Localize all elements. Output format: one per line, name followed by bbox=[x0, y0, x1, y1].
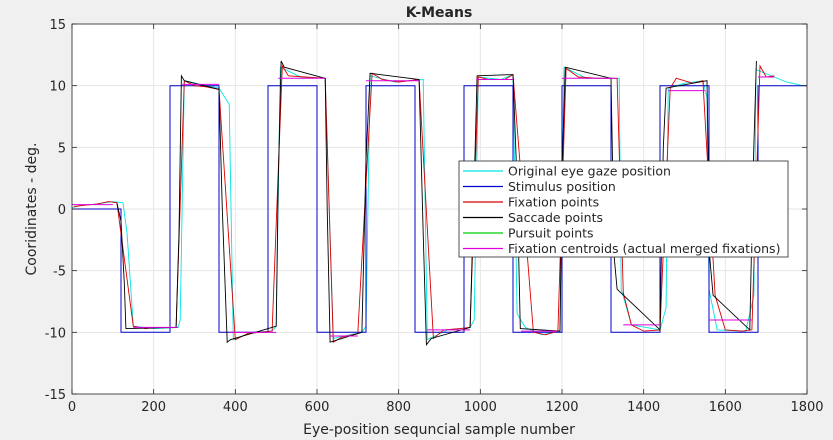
legend-entry-4: Pursuit points bbox=[508, 226, 594, 241]
y-tick-label: 0 bbox=[58, 203, 66, 218]
y-tick-label: 5 bbox=[58, 141, 66, 156]
x-tick-label: 0 bbox=[68, 400, 76, 415]
x-axis-label: Eye-position sequncial sample number bbox=[303, 422, 575, 438]
y-tick-label: -5 bbox=[53, 265, 66, 280]
y-tick-label: -10 bbox=[45, 326, 66, 341]
legend-entry-3: Saccade points bbox=[508, 210, 603, 225]
x-tick-label: 1400 bbox=[627, 400, 660, 415]
tick-layer: 0 200 400 600 800 1000 1200 1400 1600 1800 -15 -10 -… bbox=[45, 18, 824, 415]
series-line-3 bbox=[116, 60, 757, 346]
y-tick-label: -15 bbox=[45, 388, 66, 403]
x-tick-label: 200 bbox=[141, 400, 166, 415]
x-tick-label: 800 bbox=[386, 400, 411, 415]
y-axis-label: Cooridinates - deg. bbox=[24, 143, 40, 276]
y-tick-label: 15 bbox=[49, 18, 66, 33]
legend-entry-2: Fixation points bbox=[508, 195, 599, 210]
legend-entry-0: Original eye gaze position bbox=[508, 164, 671, 179]
legend-entry-1: Stimulus position bbox=[508, 179, 616, 194]
legend-entry-5: Fixation centroids (actual merged fixati… bbox=[508, 241, 780, 256]
series-line-2 bbox=[73, 64, 775, 343]
series-line-1 bbox=[72, 85, 807, 333]
legend-box bbox=[458, 160, 789, 258]
x-tick-label: 1600 bbox=[709, 400, 742, 415]
x-tick-label: 600 bbox=[305, 400, 330, 415]
series-layer bbox=[71, 60, 807, 346]
x-tick-label: 400 bbox=[223, 400, 248, 415]
x-tick-label: 1800 bbox=[790, 400, 823, 415]
chart-title: K-Means bbox=[406, 5, 473, 21]
x-tick-label: 1200 bbox=[545, 400, 578, 415]
x-tick-label: 1000 bbox=[464, 400, 497, 415]
y-tick-label: 10 bbox=[49, 80, 66, 95]
